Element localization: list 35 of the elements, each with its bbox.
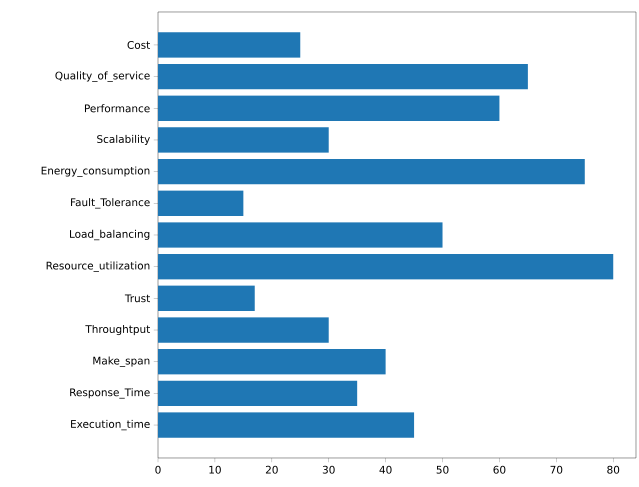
y-tick-label: Resource_utilization <box>46 261 150 272</box>
y-tick-label: Cost <box>128 40 150 49</box>
y-tick-label: Fault_Tolerance <box>71 198 150 209</box>
x-tick-label: 60 <box>494 466 506 474</box>
bar <box>158 222 443 248</box>
bar <box>158 190 244 216</box>
bar <box>158 380 358 406</box>
bar <box>158 349 386 374</box>
bar <box>158 286 255 312</box>
bar <box>158 254 614 280</box>
bar <box>158 64 528 90</box>
y-tick-label: Scalability <box>97 134 150 146</box>
x-tick-label: 10 <box>209 466 221 474</box>
y-tick-label: Load_balancing <box>70 230 150 240</box>
x-tick-label: 0 <box>155 466 161 474</box>
y-tick-label: Throughtput <box>85 324 150 336</box>
y-tick-label: Energy_consumption <box>42 166 150 177</box>
y-tick-label: Quality_of_service <box>55 71 150 82</box>
x-tick-label: 70 <box>550 466 562 474</box>
y-tick-label: Trust <box>124 294 150 302</box>
x-tick-label: 40 <box>379 466 392 474</box>
bar <box>158 317 329 343</box>
bar <box>158 32 300 58</box>
x-tick-label: 50 <box>436 466 448 474</box>
bar <box>158 96 500 121</box>
y-tick-label: Performance <box>84 104 150 112</box>
x-tick-label: 20 <box>266 466 278 474</box>
y-tick-label: Make_span <box>93 356 150 367</box>
x-tick-label: 80 <box>607 466 620 474</box>
y-tick-label: Response_Time <box>70 388 150 399</box>
x-tick-label: 30 <box>322 466 335 474</box>
y-tick-label: Execution_time <box>71 420 150 430</box>
bar <box>158 412 414 438</box>
bar <box>158 127 329 153</box>
bar <box>158 158 585 184</box>
